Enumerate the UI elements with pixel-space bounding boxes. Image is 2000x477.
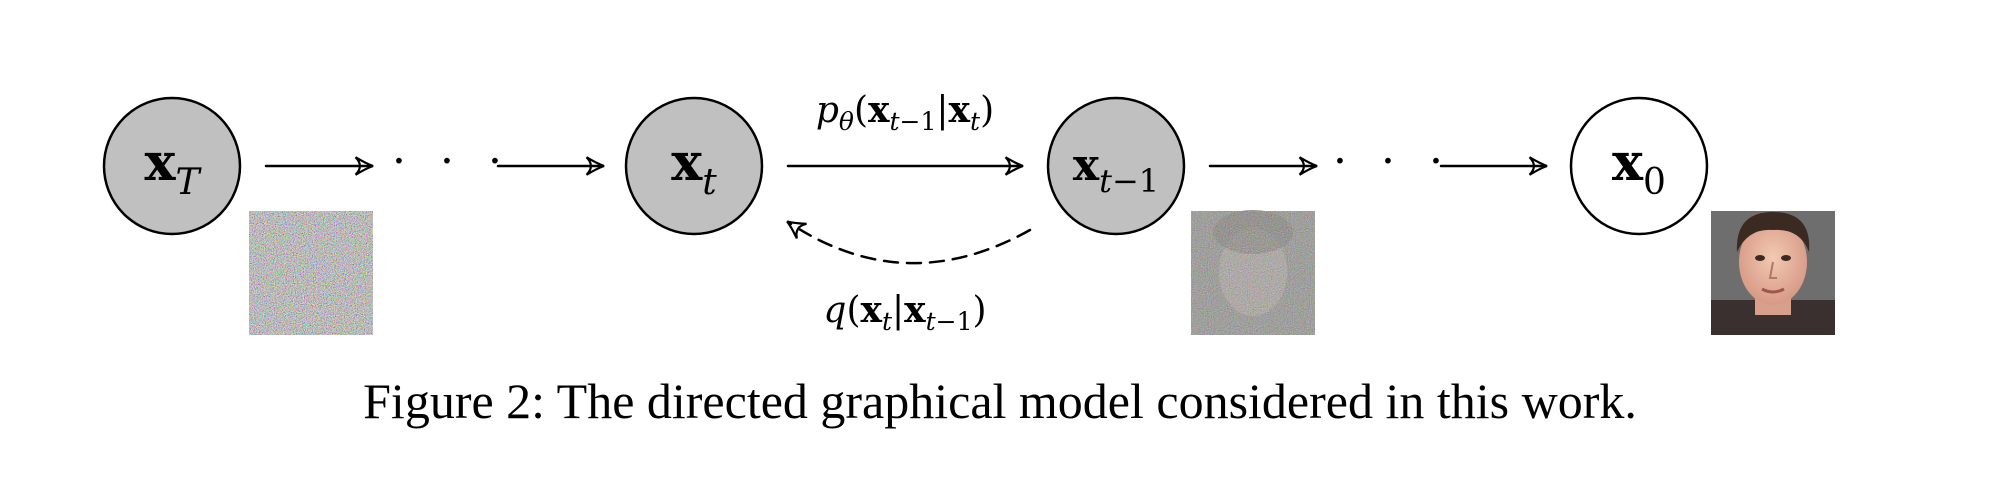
node-x-t-sub: t	[702, 162, 717, 203]
node-x-0-var: x	[1612, 132, 1644, 193]
node-x-0: x0	[1569, 96, 1709, 236]
edge-xt-1-to-xt-dashed	[786, 220, 1032, 265]
node-x-t: xt	[624, 96, 764, 236]
ellipsis-2: · · ·	[1333, 136, 1453, 187]
node-x-T: xT	[102, 96, 242, 236]
label-q: q(xt|xt−1)	[823, 289, 986, 336]
svg-text:xt−1: xt−1	[1073, 140, 1159, 200]
clean-face-image	[1711, 211, 1835, 335]
node-x-t-1-sub-extra: −1	[1112, 162, 1159, 200]
node-x-t-1-sub: t	[1099, 162, 1112, 200]
noise-image	[249, 211, 373, 335]
label-p-theta: pθ(xt−1|xt)	[816, 89, 994, 136]
noisy-face-image	[1191, 210, 1315, 335]
node-x-t-1-var: x	[1073, 140, 1100, 191]
node-x-T-sub: T	[176, 162, 203, 203]
node-x-t-var: x	[671, 132, 703, 193]
svg-text:xt: xt	[671, 132, 717, 203]
figure-caption: Figure 2: The directed graphical model c…	[363, 373, 1637, 429]
node-x-t-1: xt−1	[1046, 96, 1186, 236]
node-x-0-sub: 0	[1643, 162, 1666, 203]
svg-text:x0: x0	[1612, 132, 1666, 203]
node-x-T-var: x	[144, 132, 176, 193]
ellipsis-1: · · ·	[392, 136, 512, 187]
svg-text:xT: xT	[144, 132, 202, 203]
